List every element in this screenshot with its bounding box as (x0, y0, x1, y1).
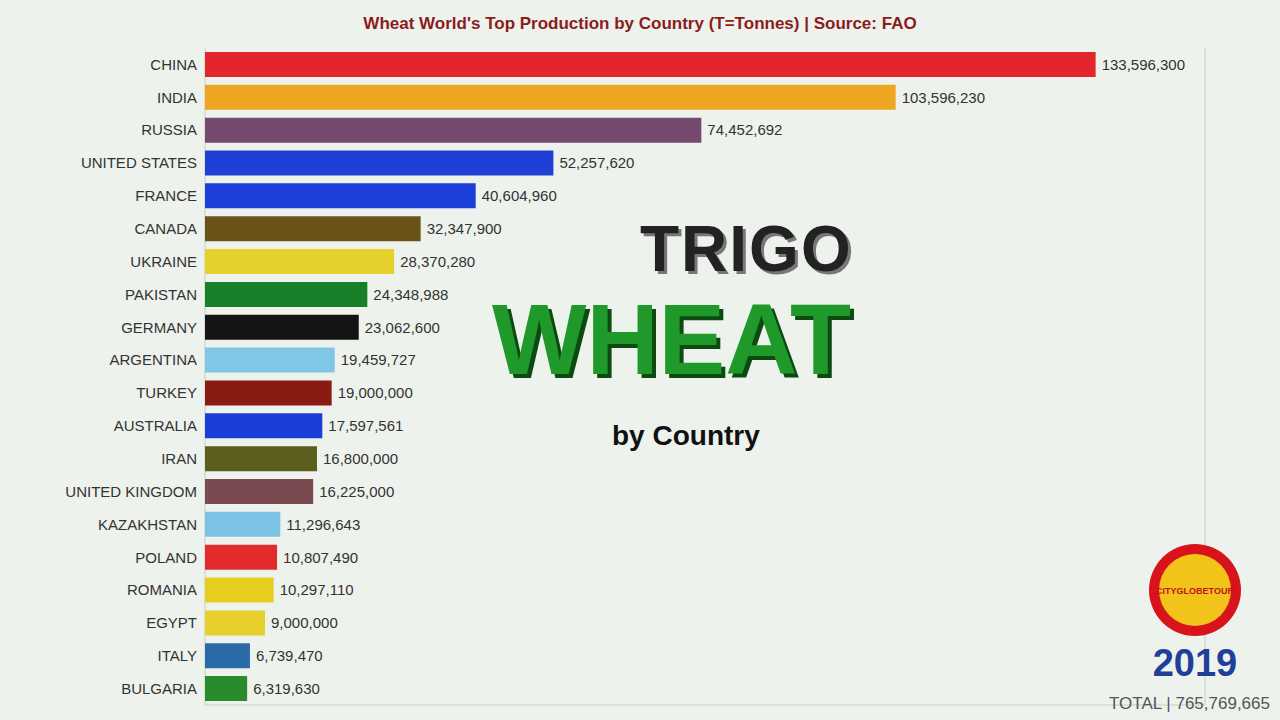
svg-text:IRAN: IRAN (161, 450, 197, 467)
svg-text:9,000,000: 9,000,000 (271, 614, 338, 631)
svg-text:17,597,561: 17,597,561 (328, 417, 403, 434)
html-text:TOTAL | 765,769,665: TOTAL | 765,769,665 (1109, 694, 1270, 713)
svg-text:EGYPT: EGYPT (146, 614, 197, 631)
html-text:by Country: by Country (612, 420, 760, 451)
svg-text:CHINA: CHINA (150, 56, 197, 73)
svg-text:24,348,988: 24,348,988 (373, 286, 448, 303)
svg-text:ROMANIA: ROMANIA (127, 581, 197, 598)
svg-text:CITYGLOBETOUR: CITYGLOBETOUR (1156, 586, 1234, 596)
svg-text:RUSSIA: RUSSIA (141, 121, 197, 138)
svg-text:PAKISTAN: PAKISTAN (125, 286, 197, 303)
svg-text:40,604,960: 40,604,960 (482, 187, 557, 204)
svg-text:10,297,110: 10,297,110 (280, 581, 354, 598)
svg-text:16,800,000: 16,800,000 (323, 450, 398, 467)
svg-text:UKRAINE: UKRAINE (130, 253, 197, 270)
svg-text:19,000,000: 19,000,000 (338, 384, 413, 401)
svg-text:6,319,630: 6,319,630 (253, 680, 320, 697)
svg-text:133,596,300: 133,596,300 (1102, 56, 1185, 73)
svg-text:16,225,000: 16,225,000 (319, 483, 394, 500)
svg-text:BULGARIA: BULGARIA (121, 680, 197, 697)
svg-text:10,807,490: 10,807,490 (283, 549, 358, 566)
svg-text:23,062,600: 23,062,600 (365, 319, 440, 336)
svg-text:INDIA: INDIA (157, 89, 197, 106)
svg-text:11,296,643: 11,296,643 (286, 516, 360, 533)
html-text:2019: 2019 (1152, 642, 1238, 684)
html-text:WHEAT: WHEAT (492, 283, 852, 395)
svg-text:19,459,727: 19,459,727 (341, 351, 416, 368)
svg-text:UNITED STATES: UNITED STATES (81, 154, 197, 171)
svg-text:UNITED KINGDOM: UNITED KINGDOM (65, 483, 197, 500)
svg-text:FRANCE: FRANCE (135, 187, 197, 204)
svg-text:AUSTRALIA: AUSTRALIA (114, 417, 197, 434)
svg-text:74,452,692: 74,452,692 (707, 121, 782, 138)
svg-text:POLAND: POLAND (135, 549, 197, 566)
svg-text:ARGENTINA: ARGENTINA (109, 351, 197, 368)
svg-text:52,257,620: 52,257,620 (559, 154, 634, 171)
svg-text:TURKEY: TURKEY (136, 384, 197, 401)
svg-text:CANADA: CANADA (134, 220, 197, 237)
html-text:TRIGO: TRIGO (640, 213, 853, 285)
svg-text:GERMANY: GERMANY (121, 319, 197, 336)
svg-text:6,739,470: 6,739,470 (256, 647, 323, 664)
html-text:Wheat World's Top Production b: Wheat World's Top Production by Country … (363, 14, 917, 33)
svg-text:ITALY: ITALY (158, 647, 197, 664)
svg-text:103,596,230: 103,596,230 (902, 89, 985, 106)
svg-text:32,347,900: 32,347,900 (427, 220, 502, 237)
svg-text:KAZAKHSTAN: KAZAKHSTAN (98, 516, 197, 533)
svg-text:28,370,280: 28,370,280 (400, 253, 475, 270)
